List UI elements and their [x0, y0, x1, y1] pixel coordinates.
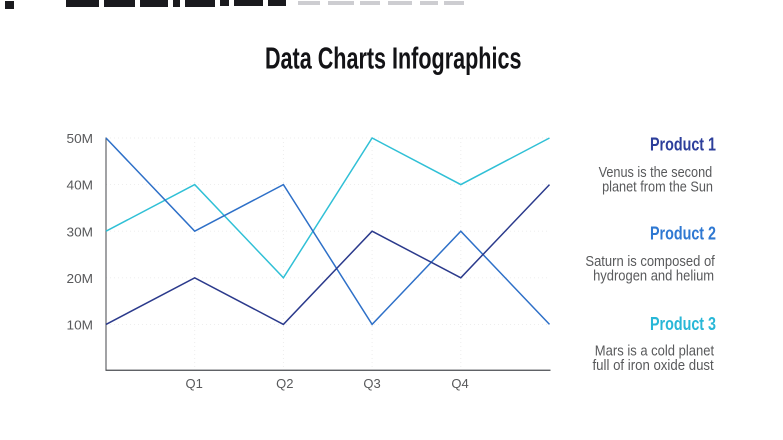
- svg-text:Saturn is composed of: Saturn is composed of: [585, 253, 715, 270]
- svg-text:Venus is the second: Venus is the second: [599, 164, 713, 181]
- svg-text:Q3: Q3: [363, 376, 380, 391]
- svg-text:hydrogen and helium: hydrogen and helium: [593, 268, 714, 285]
- svg-text:Product 2: Product 2: [650, 224, 716, 244]
- svg-text:50M: 50M: [67, 131, 94, 146]
- svg-text:Q4: Q4: [451, 376, 468, 391]
- svg-text:Q2: Q2: [276, 376, 293, 391]
- svg-text:Product 3: Product 3: [650, 314, 716, 334]
- svg-text:Product 1: Product 1: [650, 135, 716, 155]
- svg-text:Mars is a cold planet: Mars is a cold planet: [595, 343, 715, 360]
- svg-text:Q1: Q1: [186, 376, 203, 391]
- svg-text:20M: 20M: [67, 271, 94, 286]
- svg-text:planet from the Sun: planet from the Sun: [602, 179, 713, 196]
- svg-text:10M: 10M: [67, 318, 94, 333]
- svg-text:full of iron oxide dust: full of iron oxide dust: [593, 357, 715, 374]
- svg-text:30M: 30M: [67, 224, 94, 239]
- svg-text:Data Charts Infographics: Data Charts Infographics: [265, 41, 522, 76]
- svg-text:40M: 40M: [67, 178, 94, 193]
